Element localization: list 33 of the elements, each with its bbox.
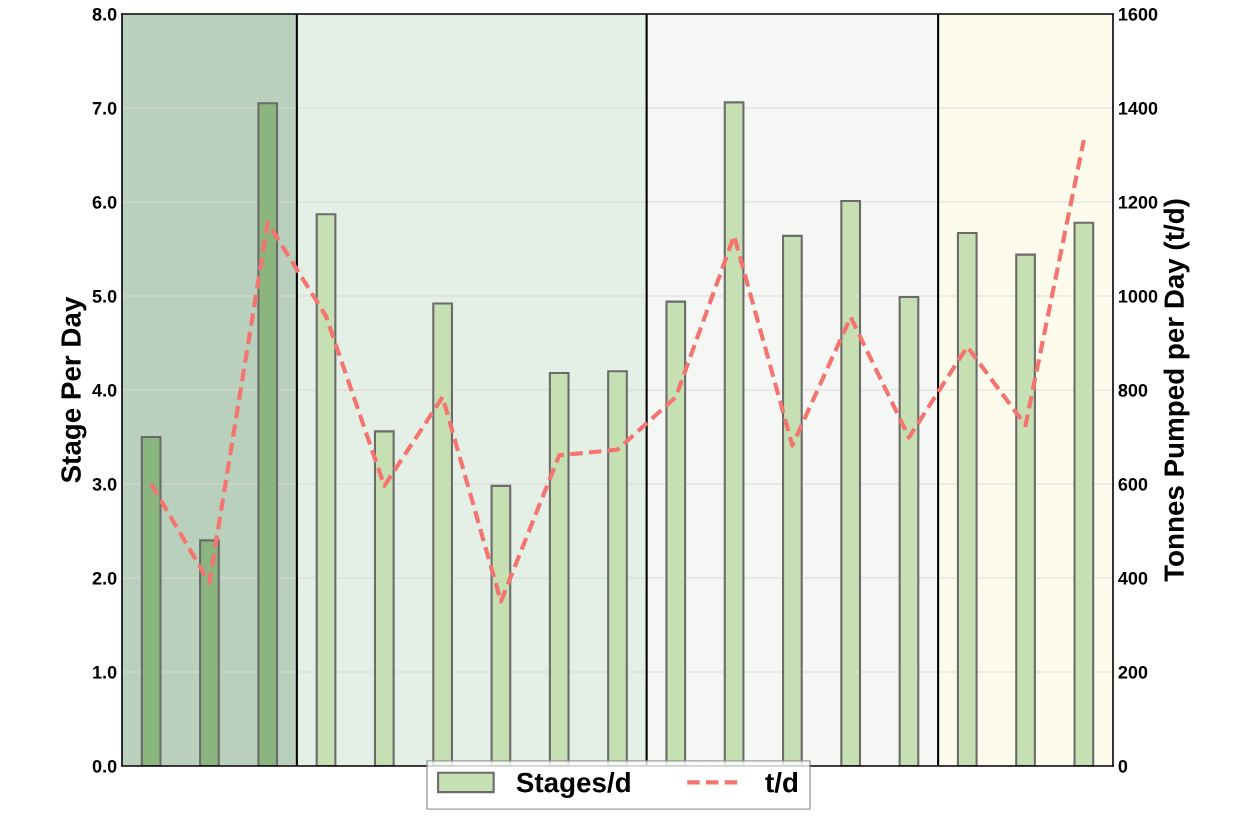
bar	[257, 102, 279, 766]
y2-tick-label: 200	[1118, 665, 1148, 679]
bar	[1015, 253, 1036, 766]
bar	[956, 231, 978, 766]
legend-label: t/d	[765, 771, 798, 793]
y-tick-label: 4.0	[92, 383, 117, 397]
bar	[840, 200, 862, 766]
bar	[373, 430, 395, 766]
bar	[898, 295, 920, 766]
y-axis-title: Stage Per Day	[61, 296, 87, 483]
y-tick-label: 1.0	[93, 665, 117, 679]
line-series	[149, 137, 1086, 604]
y-tick-label: 5.0	[92, 289, 117, 303]
bar	[1073, 221, 1095, 766]
y-tick-label: 7.0	[92, 101, 117, 115]
bar	[140, 435, 162, 766]
legend-label: Stages/d	[516, 771, 630, 798]
y-tick-label: 6.0	[92, 195, 117, 209]
y2-tick-label: 600	[1118, 477, 1148, 491]
y-tick-label: 3.0	[92, 477, 117, 491]
y-tick-label: 2.0	[92, 571, 117, 585]
y2-tick-label: 800	[1118, 383, 1148, 397]
y2-tick-label: 1200	[1119, 195, 1158, 209]
y2-tick-label: 400	[1118, 571, 1148, 585]
bar	[315, 213, 337, 766]
y2-tick-label: 1600	[1119, 7, 1158, 21]
y2-tick-label: 1000	[1119, 289, 1158, 303]
y-tick-label: 8.0	[92, 7, 117, 21]
y2-tick-label: 0	[1118, 759, 1128, 773]
bar	[199, 539, 220, 766]
y-tick-label: 0.0	[92, 759, 117, 773]
y2-tick-label: 1400	[1119, 101, 1158, 115]
y2-axis-title: Tonnes Pumped per Day (t/d)	[1163, 199, 1190, 582]
